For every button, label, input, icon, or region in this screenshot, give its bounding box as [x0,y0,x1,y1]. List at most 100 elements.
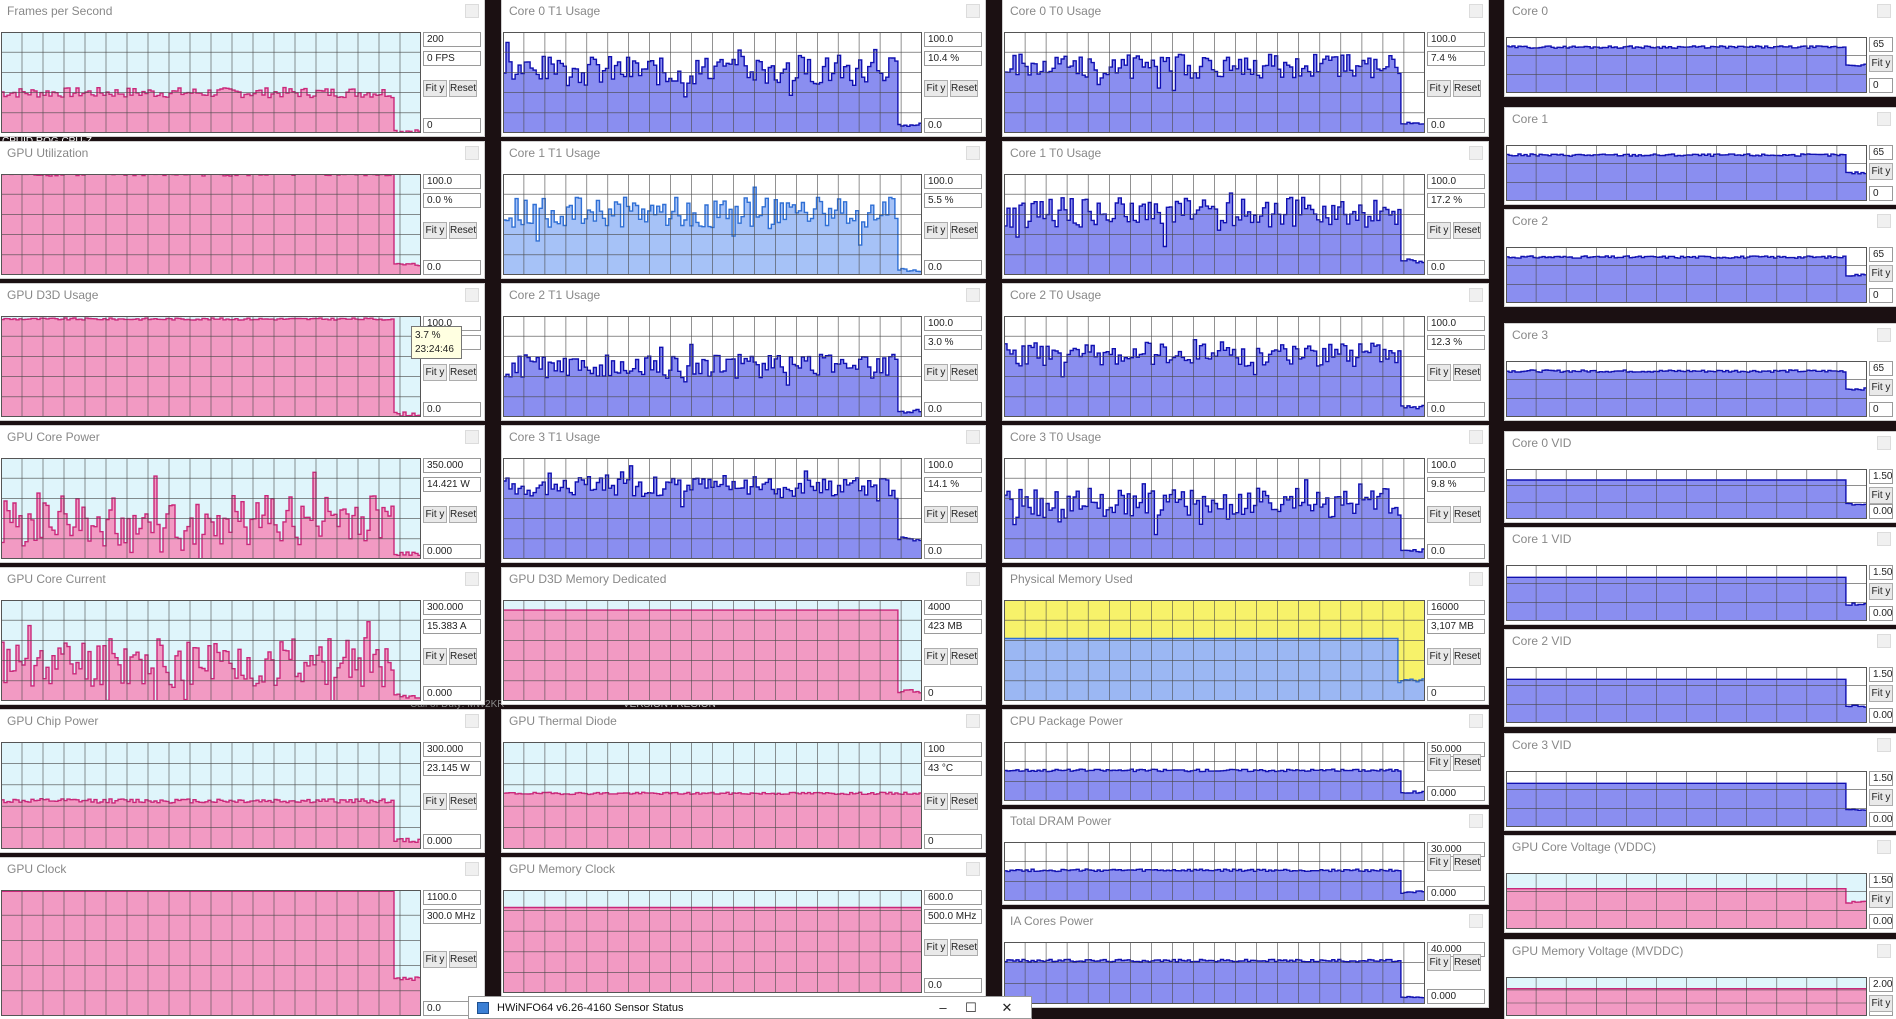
sensor-graph-window[interactable]: Total DRAM Power 30.000 0.000 Fit y Reset [1003,810,1488,904]
max-value-field[interactable]: 100.0 [924,316,982,331]
min-value-field[interactable]: 0.0 [924,978,982,993]
current-value-field[interactable]: 0 FPS [423,51,481,66]
close-icon[interactable] [966,862,980,876]
min-value-field[interactable]: 0.0 [423,260,481,275]
sensor-plot[interactable] [1,316,421,417]
fit-y-button[interactable]: Fit y [1869,583,1893,600]
min-value-field[interactable]: 0 [1869,186,1893,201]
max-value-field[interactable]: 100 [924,742,982,757]
sensor-graph-window[interactable]: Frames per Second 200 0 FPS 0 Fit y Reset [0,0,484,136]
sensor-plot[interactable] [1004,842,1425,901]
max-value-field[interactable]: 1.500 [1869,771,1893,786]
fit-y-button[interactable]: Fit y [423,648,447,665]
fit-y-button[interactable]: Fit y [1869,891,1893,908]
current-value-field[interactable]: 5.5 % [924,193,982,208]
min-value-field[interactable]: 0.0 [1427,544,1485,559]
max-value-field[interactable]: 65 [1869,361,1893,376]
min-value-field[interactable]: 0.000 [1869,606,1893,621]
close-icon[interactable] [465,862,479,876]
sensor-graph-window[interactable]: IA Cores Power 40.000 0.000 Fit y Reset [1003,910,1488,1007]
current-value-field[interactable]: 3.0 % [924,335,982,350]
sensor-graph-window[interactable]: Core 0 65 0 Fit y [1505,0,1896,96]
min-value-field[interactable]: 0.000 [423,686,481,701]
sensor-plot[interactable] [1,742,421,849]
current-value-field[interactable]: 14.1 % [924,477,982,492]
sensor-graph-window[interactable]: Core 2 T1 Usage 100.0 3.0 % 0.0 Fit y Reset [502,284,985,420]
close-icon[interactable] [465,288,479,302]
close-icon[interactable] [1469,572,1483,586]
current-value-field[interactable]: 43 °C [924,761,982,776]
sensor-plot[interactable] [1506,37,1867,93]
close-icon[interactable] [465,430,479,444]
reset-button[interactable]: Reset [1453,222,1481,239]
max-value-field[interactable]: 2.000 [1869,977,1893,992]
sensor-graph-window[interactable]: GPU Utilization 100.0 0.0 % 0.0 Fit y Reset [0,142,484,278]
close-icon[interactable] [1877,532,1891,546]
reset-button[interactable]: Reset [1453,80,1481,97]
max-value-field[interactable]: 16000 [1427,600,1485,615]
sensor-graph-window[interactable]: Core 3 VID 1.500 0.000 Fit y [1505,734,1896,830]
max-value-field[interactable]: 1.500 [1869,469,1893,484]
fit-y-button[interactable]: Fit y [1869,55,1893,72]
sensor-graph-window[interactable]: GPU Memory Voltage (MVDDC) 2.000 Fit y [1505,940,1896,1019]
reset-button[interactable]: Reset [1453,648,1481,665]
min-value-field[interactable]: 0.000 [1869,914,1893,929]
fit-y-button[interactable]: Fit y [1427,222,1451,239]
max-value-field[interactable]: 100.0 [924,174,982,189]
reset-button[interactable]: Reset [1453,506,1481,523]
sensor-plot[interactable] [1506,145,1867,201]
close-icon[interactable] [465,146,479,160]
fit-y-button[interactable]: Fit y [924,793,948,810]
min-value-field[interactable]: 0 [1869,78,1893,93]
max-value-field[interactable]: 200 [423,32,481,47]
fit-y-button[interactable]: Fit y [924,648,948,665]
reset-button[interactable]: Reset [950,506,978,523]
current-value-field[interactable]: 23.145 W [423,761,481,776]
sensor-graph-window[interactable]: Core 0 T1 Usage 100.0 10.4 % 0.0 Fit y Reset [502,0,985,136]
close-icon[interactable] [966,146,980,160]
reset-button[interactable]: Reset [449,364,477,381]
fit-y-button[interactable]: Fit y [924,364,948,381]
sensor-plot[interactable] [1,600,421,701]
sensor-graph-window[interactable]: GPU Core Current 300.000 15.383 A 0.000 Fit … [0,568,484,704]
fit-y-button[interactable]: Fit y [1427,954,1451,971]
min-value-field[interactable]: 0.0 [423,402,481,417]
sensor-plot[interactable] [1,174,421,275]
close-icon[interactable] [1469,146,1483,160]
max-value-field[interactable]: 4000 [924,600,982,615]
sensor-plot[interactable] [1506,667,1867,723]
max-value-field[interactable]: 350.000 [423,458,481,473]
fit-y-button[interactable]: Fit y [1427,648,1451,665]
min-value-field[interactable]: 0 [1869,288,1893,303]
sensor-graph-window[interactable]: Core 3 T1 Usage 100.0 14.1 % 0.0 Fit y Reset [502,426,985,562]
min-value-field[interactable]: 0.0 [924,402,982,417]
fit-y-button[interactable]: Fit y [1869,163,1893,180]
fit-y-button[interactable]: Fit y [1869,685,1893,702]
sensor-graph-window[interactable]: Core 2 T0 Usage 100.0 12.3 % 0.0 Fit y Reset [1003,284,1488,420]
fit-y-button[interactable]: Fit y [1427,854,1451,871]
sensor-plot[interactable] [503,600,922,701]
min-value-field[interactable]: 0.0 [924,544,982,559]
sensor-plot[interactable] [1,890,421,1016]
close-icon[interactable] [465,572,479,586]
max-value-field[interactable]: 300.000 [423,742,481,757]
sensor-graph-window[interactable]: GPU Clock 1100.0 300.0 MHz 0.0 Fit y Reset [0,858,484,1019]
sensor-plot[interactable] [1506,565,1867,621]
close-icon[interactable] [1877,112,1891,126]
current-value-field[interactable]: 17.2 % [1427,193,1485,208]
sensor-plot[interactable] [1506,771,1867,827]
sensor-graph-window[interactable]: Core 3 T0 Usage 100.0 9.8 % 0.0 Fit y Reset [1003,426,1488,562]
current-value-field[interactable]: 9.8 % [1427,477,1485,492]
reset-button[interactable]: Reset [1453,954,1481,971]
reset-button[interactable]: Reset [449,506,477,523]
min-value-field[interactable]: 0.0 [423,1001,481,1016]
sensor-graph-window[interactable]: CPU Package Power 50.000 0.000 Fit y Reset [1003,710,1488,804]
reset-button[interactable]: Reset [1453,754,1481,771]
close-icon[interactable] [1877,436,1891,450]
current-value-field[interactable]: 423 MB [924,619,982,634]
min-value-field[interactable]: 0.000 [423,834,481,849]
close-icon[interactable] [1877,840,1891,854]
